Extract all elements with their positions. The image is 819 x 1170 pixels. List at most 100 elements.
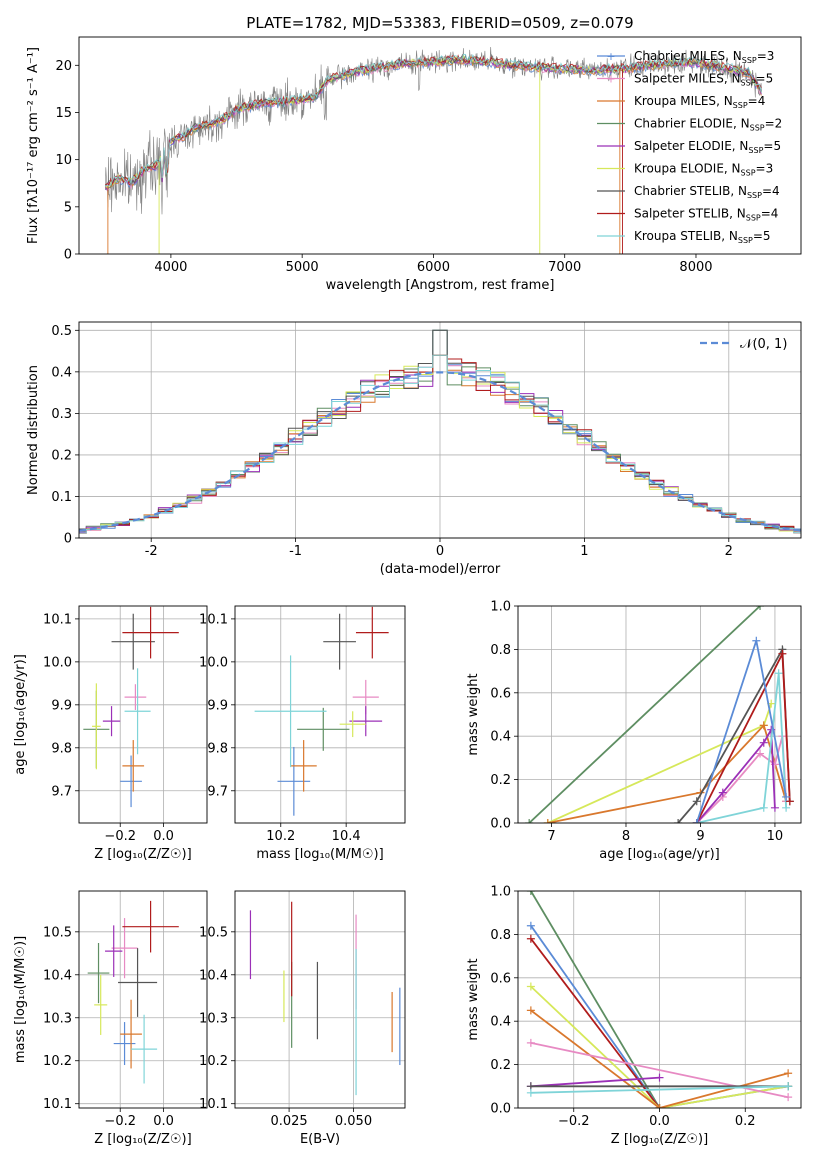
legend-label-7: Salpeter STELIB, NSSP=4 (634, 207, 778, 223)
residuals-xtick-label: -2 (145, 544, 158, 559)
mw_vs_age-plot-area (525, 606, 794, 823)
spectrum-xtick-label: 5000 (286, 260, 319, 275)
mw_vs_Z-ytick-label: 0.8 (490, 928, 511, 943)
residuals-xtick-label: 1 (580, 544, 588, 559)
mw_vs_age-marker-3-2 (756, 749, 765, 758)
legend-label-8: Kroupa STELIB, NSSP=5 (634, 229, 771, 245)
age_vs_Z-frame (78, 605, 208, 824)
legend-n-prefix: , N (721, 229, 738, 243)
mw_vs_Z-marker-8-0 (526, 1088, 535, 1097)
legend-n-eq: = (761, 207, 771, 221)
age_vs_mass-xlabel: mass [log₁₀(M/M☉)] (256, 847, 383, 862)
mw_vs_age-ytick-label: 0.6 (490, 686, 511, 701)
legend-n-value: 4 (772, 184, 780, 198)
mw_vs_Z-xtick-label: −0.2 (558, 1114, 590, 1129)
mass_vs_Z-panel: −0.2 0.0 10.1 10.2 10.3 10.4 10.5 Z [log₁₀(Z/Z☉… (13, 890, 208, 1147)
legend-n-sub: SSP (748, 146, 763, 155)
spectrum-xtick-label: 4000 (154, 260, 187, 275)
mw_vs_Z-ytick-label: 0.0 (490, 1102, 511, 1117)
mw_vs_Z-xtick-label: 0.0 (649, 1114, 670, 1129)
mw_vs_age-marker-8-0 (692, 819, 701, 823)
mass_vs_EBV-frame (234, 890, 406, 1109)
mw_vs_Z-marker-2-0 (526, 934, 535, 943)
legend-n-value: 3 (766, 162, 774, 176)
mw_vs_Z-series-0 (530, 891, 661, 1108)
mass_vs_Z-ylabel: mass [log₁₀(M/M☉)] (13, 936, 28, 1063)
legend-n-value: 4 (771, 207, 779, 221)
legend-n-sub: SSP (738, 236, 753, 245)
mw_vs_Z-xlabel: Z [log₁₀(Z/Z☉)] (611, 1132, 708, 1147)
gaussian-legend-label: 𝒩(0, 1) (740, 337, 787, 352)
mw_vs_age-marker-4-1 (692, 797, 701, 806)
mw_vs_Z-series-3 (530, 985, 789, 1108)
age_vs_Z-ytick-label: 9.7 (51, 784, 72, 799)
mw_vs_Z-ylabel: mass weight (466, 958, 481, 1040)
mass_vs_EBV-xtick-label: 0.025 (270, 1114, 307, 1129)
spectrum-model-line (104, 56, 762, 192)
mw_vs_age-marker-7-1 (778, 649, 787, 658)
mw_vs_age-marker-4-0 (674, 819, 683, 823)
mw_vs_age-marker-0-1 (756, 606, 765, 610)
mass_vs_Z-xtick-label: 0.0 (153, 1114, 174, 1129)
residuals-ytick-label: 0.3 (51, 407, 72, 422)
legend-n-value: 5 (763, 229, 771, 243)
mw_vs_age-marker-5-4 (770, 803, 779, 812)
mw_vs_Z-marker-0-0 (526, 891, 535, 895)
legend-n-eq: = (753, 229, 763, 243)
mw_vs_age-panel: 7 8 9 10 0.0 0.2 0.4 0.6 0.8 1.0 age [log₁₀(age/yr… (466, 600, 802, 862)
mw_vs_age-marker-6-3 (782, 803, 791, 812)
mw_vs_age-ytick-label: 0.8 (490, 643, 511, 658)
mass_vs_Z-xlabel: Z [log₁₀(Z/Z☉)] (94, 1132, 191, 1147)
legend-name: Chabrier MILES (634, 49, 725, 63)
mw_vs_age-ytick-label: 0.0 (490, 817, 511, 832)
mw_vs_age-marker-2-0 (543, 819, 552, 823)
legend-name: Salpeter STELIB (634, 207, 729, 221)
legend-label-1: Salpeter MILES, NSSP=5 (634, 72, 773, 88)
legend-name: Salpeter ELODIE (634, 139, 732, 153)
mw_vs_age-xlabel: age [log₁₀(age/yr)] (599, 847, 720, 862)
age_vs_Z-xtick-label: 0.0 (153, 829, 174, 844)
mw_vs_age-marker-0-0 (525, 819, 534, 823)
legend-n-sub: SSP (742, 56, 757, 65)
residuals-xtick-label: 0 (436, 544, 444, 559)
mw_vs_age-marker-8-1 (752, 636, 761, 645)
legend-name: Chabrier ELODIE (634, 117, 733, 131)
mw_vs_Z-marker-6-1 (655, 1073, 664, 1082)
legend-n-value: 5 (766, 72, 774, 86)
residuals-ytick-label: 0 (64, 532, 72, 547)
mass_vs_Z-plot-area (87, 900, 179, 1084)
mw_vs_Z-series-6 (530, 1076, 660, 1088)
legend-n-eq: = (762, 184, 772, 198)
legend-name: Kroupa STELIB (634, 229, 721, 243)
legend-name: Kroupa ELODIE (634, 162, 724, 176)
mw_vs_age-marker-7-2 (785, 797, 794, 806)
residuals-panel: -2 -1 0 1 2 0 0.1 0.2 0.3 0.4 0.5 (data-model)/erro… (26, 321, 802, 577)
mw_vs_age-xtick-label: 7 (547, 829, 555, 844)
legend-n-sub: SSP (741, 79, 756, 88)
mw_vs_age-marker-5-2 (759, 738, 768, 747)
mw_vs_age-series-0 (528, 606, 761, 823)
spectrum-title: PLATE=1782, MJD=53383, FIBERID=0509, z=0… (246, 14, 633, 32)
age_vs_mass-xtick-label: 10.4 (332, 829, 361, 844)
spectrum-ytick-label: 20 (55, 59, 72, 74)
age_vs_Z-ytick-label: 9.9 (51, 698, 72, 713)
mw_vs_age-ylabel: mass weight (466, 673, 481, 755)
mass_vs_EBV-xtick-label: 0.050 (335, 1114, 372, 1129)
age_vs_Z-xtick-label: −0.2 (104, 829, 136, 844)
spectrum-panel: 4000 5000 6000 7000 8000 0 5 10 15 20 wavelength [… (26, 36, 802, 293)
legend-n-sub: SSP (747, 191, 762, 200)
legend-n-prefix: , N (716, 94, 733, 108)
mw_vs_Z-frame (517, 890, 802, 1109)
spectrum-xtick-label: 8000 (679, 260, 712, 275)
mw_vs_Z-marker-1-0 (526, 921, 535, 930)
mw_vs_Z-marker-4-2 (784, 1069, 793, 1078)
mw_vs_age-marker-2-2 (759, 721, 768, 730)
mw_vs_age-frame (517, 605, 802, 824)
legend-name: Chabrier STELIB (634, 184, 730, 198)
mw_vs_Z-marker-4-1 (655, 1104, 664, 1108)
mw_vs_Z-plot-area (526, 891, 793, 1108)
legend-n-value: 2 (775, 117, 783, 131)
mw_vs_age-xtick-label: 8 (622, 829, 630, 844)
legend-label-4: Salpeter ELODIE, NSSP=5 (634, 139, 781, 155)
